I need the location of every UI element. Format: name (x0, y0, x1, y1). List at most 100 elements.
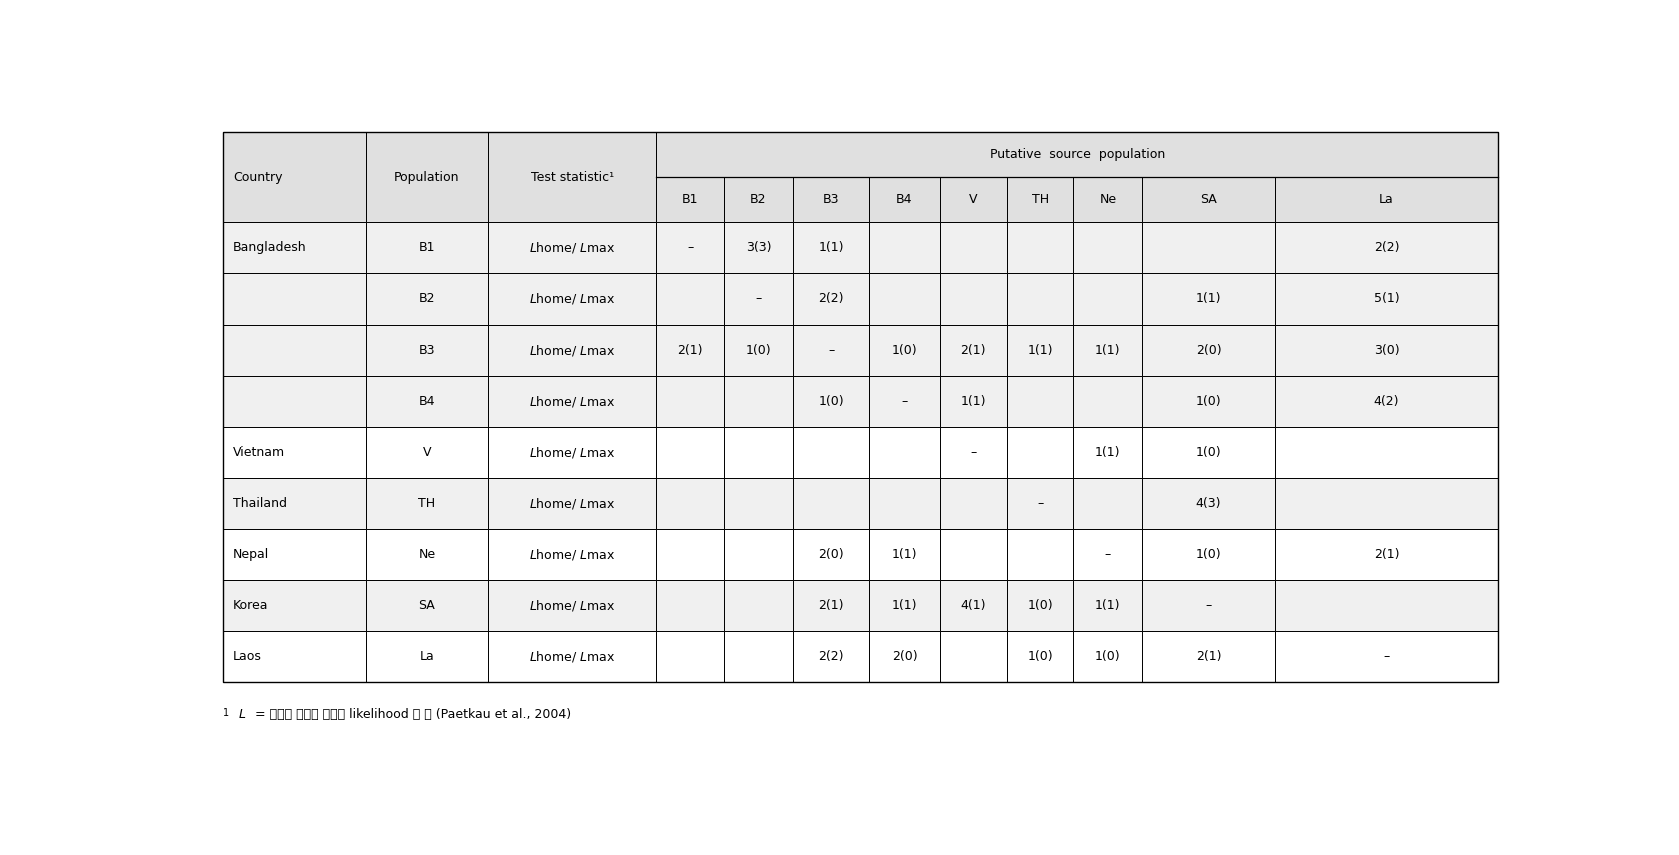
Text: $\mathit{L}$home/ $\mathit{L}$max: $\mathit{L}$home/ $\mathit{L}$max (529, 649, 616, 664)
Bar (940, 274, 1007, 325)
Text: 1: 1 (223, 708, 228, 718)
Text: $\mathit{L}$home/ $\mathit{L}$max: $\mathit{L}$home/ $\mathit{L}$max (529, 598, 616, 613)
Bar (656, 631, 724, 682)
Text: 2(0): 2(0) (892, 650, 917, 663)
Bar (870, 478, 940, 528)
Text: 2(1): 2(1) (678, 344, 704, 357)
Text: 1(1): 1(1) (892, 598, 917, 612)
Bar (792, 274, 870, 325)
Text: La: La (1378, 193, 1394, 206)
Text: 1(1): 1(1) (1028, 344, 1053, 357)
Bar (870, 528, 940, 580)
Bar (489, 133, 656, 222)
Bar (1073, 580, 1142, 631)
Bar (1073, 274, 1142, 325)
Text: SA: SA (418, 598, 435, 612)
Bar (656, 580, 724, 631)
Text: 2(2): 2(2) (818, 650, 845, 663)
Bar (656, 133, 1498, 177)
Bar (724, 274, 792, 325)
Text: 1(0): 1(0) (1195, 548, 1221, 561)
Bar (1007, 631, 1073, 682)
Text: 4(3): 4(3) (1195, 497, 1221, 510)
Bar (870, 274, 940, 325)
Bar (366, 325, 489, 375)
Bar (1073, 631, 1142, 682)
Text: –: – (828, 344, 834, 357)
Bar (1073, 177, 1142, 222)
Text: Vietnam: Vietnam (233, 445, 285, 458)
Bar (1073, 478, 1142, 528)
Text: –: – (756, 292, 762, 305)
Text: B2: B2 (418, 292, 435, 305)
Text: B3: B3 (823, 193, 840, 206)
Bar (724, 177, 792, 222)
Text: –: – (970, 445, 977, 458)
Bar (366, 222, 489, 274)
Bar (1274, 631, 1498, 682)
Text: 2(2): 2(2) (818, 292, 845, 305)
Bar (870, 427, 940, 478)
Text: 3(3): 3(3) (745, 241, 771, 255)
Bar (656, 222, 724, 274)
Bar (223, 274, 366, 325)
Bar (223, 631, 366, 682)
Text: Thailand: Thailand (233, 497, 287, 510)
Bar (1142, 631, 1274, 682)
Text: 1(1): 1(1) (1195, 292, 1221, 305)
Bar (870, 177, 940, 222)
Bar (366, 631, 489, 682)
Bar (792, 177, 870, 222)
Bar (1007, 478, 1073, 528)
Text: 1(1): 1(1) (892, 548, 917, 561)
Bar (1274, 177, 1498, 222)
Bar (940, 528, 1007, 580)
Bar (366, 580, 489, 631)
Bar (489, 478, 656, 528)
Bar (1142, 528, 1274, 580)
Bar (489, 222, 656, 274)
Bar (792, 325, 870, 375)
Text: B1: B1 (418, 241, 435, 255)
Bar (724, 375, 792, 427)
Bar (940, 222, 1007, 274)
Bar (366, 133, 489, 222)
Text: B2: B2 (751, 193, 767, 206)
Text: 4(2): 4(2) (1373, 395, 1399, 408)
Text: $\mathit{L}$home/ $\mathit{L}$max: $\mathit{L}$home/ $\mathit{L}$max (529, 292, 616, 306)
Bar (724, 478, 792, 528)
Text: 1(0): 1(0) (1028, 598, 1053, 612)
Bar (223, 427, 366, 478)
Text: B4: B4 (418, 395, 435, 408)
Bar (656, 325, 724, 375)
Bar (1073, 222, 1142, 274)
Bar (870, 631, 940, 682)
Text: Putative  source  population: Putative source population (989, 148, 1165, 162)
Bar (1274, 325, 1498, 375)
Text: B3: B3 (418, 344, 435, 357)
Text: 1(1): 1(1) (1095, 344, 1120, 357)
Bar (223, 133, 366, 222)
Bar (792, 631, 870, 682)
Bar (656, 375, 724, 427)
Text: $\mathit{L}$home/ $\mathit{L}$max: $\mathit{L}$home/ $\mathit{L}$max (529, 496, 616, 510)
Bar (1007, 222, 1073, 274)
Text: –: – (1038, 497, 1043, 510)
Text: 2(1): 2(1) (818, 598, 845, 612)
Bar (656, 274, 724, 325)
Text: $\mathit{L}$home/ $\mathit{L}$max: $\mathit{L}$home/ $\mathit{L}$max (529, 343, 616, 357)
Text: Ne: Ne (418, 548, 435, 561)
Text: = 비래한 개체를 예측한 likelihood 의 값 (Paetkau et al., 2004): = 비래한 개체를 예측한 likelihood 의 값 (Paetkau et… (255, 708, 571, 722)
Bar (1142, 274, 1274, 325)
Text: 1(0): 1(0) (1195, 445, 1221, 458)
Text: 1(1): 1(1) (1095, 445, 1120, 458)
Bar (792, 427, 870, 478)
Text: 2(2): 2(2) (1373, 241, 1399, 255)
Bar (1073, 375, 1142, 427)
Bar (940, 631, 1007, 682)
Bar (940, 325, 1007, 375)
Bar (1007, 325, 1073, 375)
Text: 1(0): 1(0) (1095, 650, 1120, 663)
Bar (1142, 427, 1274, 478)
Text: V: V (969, 193, 977, 206)
